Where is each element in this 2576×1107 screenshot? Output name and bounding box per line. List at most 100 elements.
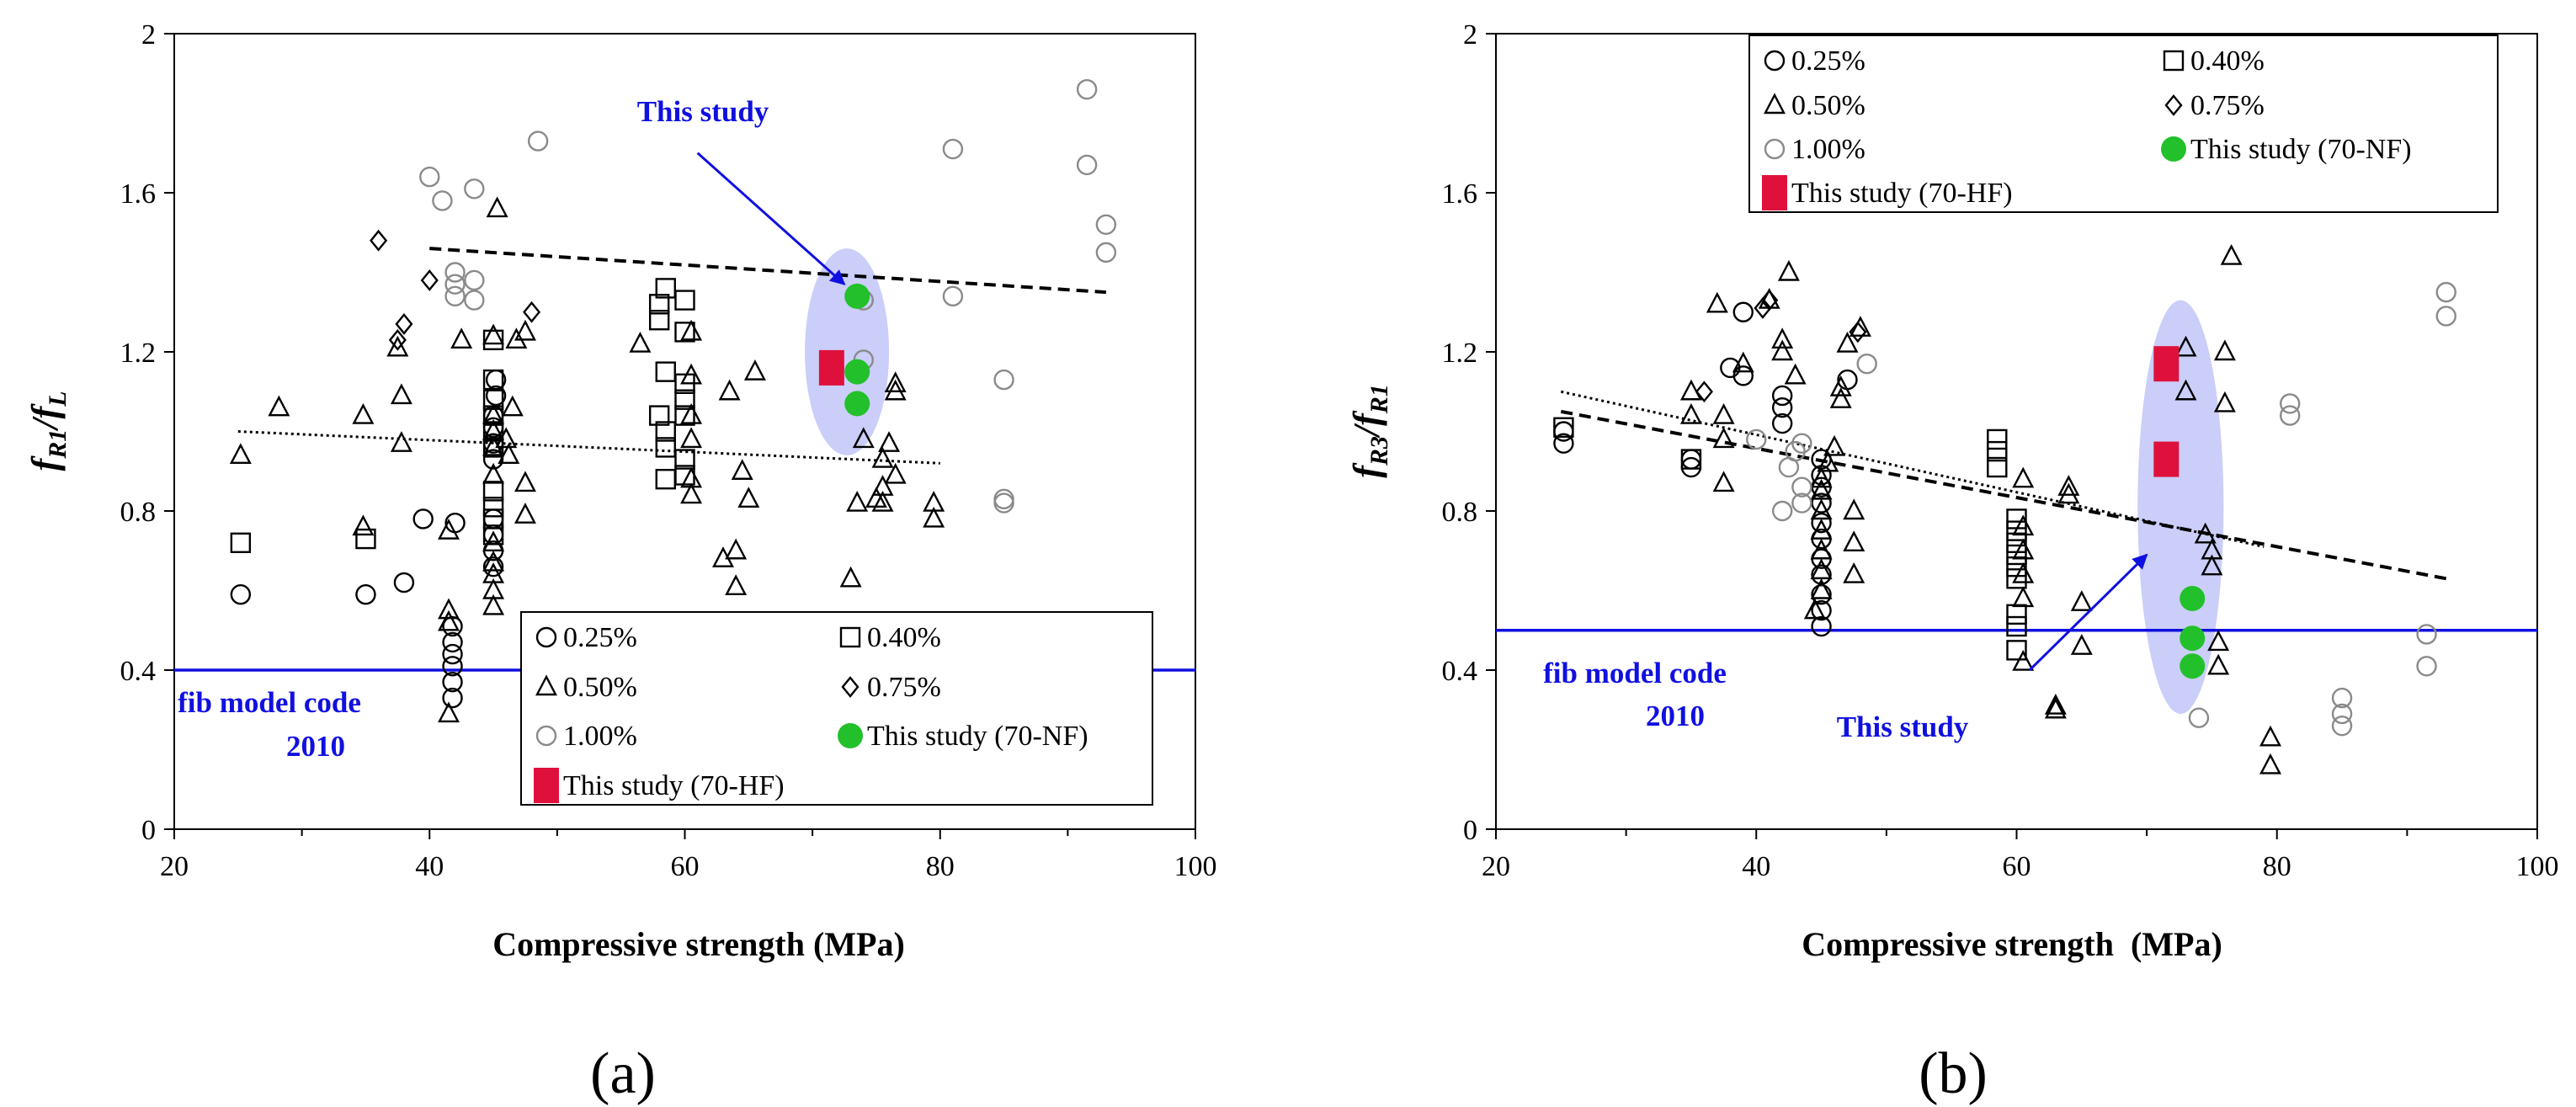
x-tick-label: 40 — [1742, 851, 1770, 882]
x-tick-label: 40 — [415, 851, 444, 882]
data-point-0-25 — [1553, 433, 1574, 454]
legend-label-this-study-70-nf: This study (70-NF) — [2190, 134, 2412, 165]
data-point-0-50 — [878, 431, 901, 452]
panel-a-label: (a) — [590, 1041, 656, 1106]
data-point-0-25 — [482, 449, 504, 470]
data-point-0-40 — [655, 278, 676, 299]
panel-b-ticks: 20 40 60 80 100 0 0.4 0.8 1.2 1.6 2 — [1442, 19, 2559, 882]
data-point-0-50 — [1712, 427, 1735, 449]
data-point-1-00 — [527, 130, 549, 152]
legend-marker-0-25 — [535, 626, 557, 648]
data-point-0-25 — [442, 643, 463, 665]
data-point-0-50 — [2259, 725, 2282, 747]
data-point-0-40 — [674, 405, 695, 426]
data-point-0-50 — [438, 519, 460, 540]
data-point-0-50 — [1732, 351, 1754, 373]
data-point-0-50 — [1843, 530, 1865, 551]
legend-label-0-50: 0.50% — [1791, 90, 1865, 121]
legend-label-0-25: 0.25% — [1791, 45, 1865, 77]
data-point-0-50 — [2070, 590, 2093, 611]
data-point-this-study-70-hf — [2153, 346, 2179, 382]
panel-b-legend: 0.25% 0.40% 0.50% 0.75% 1.00% This study (70-… — [1748, 35, 2499, 213]
y-tick-label: 1.2 — [120, 338, 157, 369]
data-point-this-study-70-nf — [844, 283, 870, 309]
data-point-1-00 — [1095, 242, 1117, 263]
data-point-1-00 — [2188, 707, 2210, 728]
this-study-arrow — [2028, 553, 2148, 672]
legend-label-0-75: 0.75% — [867, 672, 941, 703]
data-point-0-50 — [482, 462, 505, 484]
panel-a-highlight-layer — [805, 248, 890, 455]
panel-a-reference-label-line1: fib model code — [178, 686, 361, 719]
data-point-this-study-70-nf — [2179, 653, 2206, 679]
legend-marker-0-75 — [841, 676, 860, 698]
data-point-1-00 — [1746, 428, 1767, 450]
data-point-0-25 — [1811, 599, 1832, 621]
data-point-0-75 — [522, 301, 541, 323]
panel-a-annotation-text: This study — [637, 95, 769, 128]
x-tick-label: 60 — [671, 851, 700, 882]
data-point-0-50 — [2207, 653, 2230, 675]
data-point-1-00 — [444, 262, 466, 283]
panel-a-legend-frame — [520, 611, 1153, 806]
data-point-0-40 — [655, 361, 676, 382]
data-point-0-50 — [718, 379, 741, 401]
data-point-0-50 — [2213, 391, 2236, 412]
data-point-0-50 — [2259, 753, 2282, 774]
data-point-0-25 — [1771, 385, 1793, 407]
data-point-0-50 — [737, 487, 760, 508]
data-point-0-50 — [1817, 450, 1839, 472]
data-point-0-50 — [1829, 387, 1852, 408]
x-tick-label: 100 — [2516, 851, 2559, 882]
data-point-0-40 — [2006, 520, 2027, 541]
data-point-0-25 — [442, 687, 463, 709]
dotted-trendline — [237, 430, 940, 465]
y-tick-label: 2 — [1463, 19, 1477, 51]
data-point-0-50 — [923, 490, 945, 512]
data-point-0-50 — [482, 403, 505, 424]
data-point-0-50 — [1823, 434, 1846, 456]
data-point-0-40 — [482, 524, 504, 546]
data-point-0-50 — [1810, 558, 1833, 580]
data-point-0-40 — [482, 497, 504, 518]
data-point-0-25 — [230, 584, 252, 605]
data-point-0-50 — [352, 403, 375, 424]
panel-a-legend: 0.25% 0.40% 0.50% 0.75% 1.00% This study (70-… — [520, 611, 1153, 806]
data-point-0-40 — [482, 329, 504, 351]
data-point-0-50 — [514, 319, 536, 341]
data-point-this-study-70-hf — [818, 349, 844, 386]
data-point-0-25 — [412, 508, 434, 530]
data-point-0-40 — [674, 290, 695, 311]
panel-b-trendlines — [1560, 390, 2447, 581]
x-tick-label: 20 — [1482, 851, 1510, 882]
data-point-this-study-70-hf — [2153, 441, 2179, 477]
data-point-0-25 — [1771, 396, 1793, 418]
data-point-0-50 — [629, 331, 652, 353]
legend-label-0-25: 0.25% — [563, 622, 637, 653]
data-point-0-50 — [1679, 379, 1702, 401]
panel-a-chart: 20 40 60 80 100 0 0.4 0.8 1.2 1.6 2 This study fib… — [24, 19, 1217, 1106]
data-point-1-00 — [2435, 281, 2456, 303]
data-point-0-50 — [1712, 471, 1735, 492]
legend-label-this-study-70-nf: This study (70-NF) — [867, 721, 1088, 752]
data-point-0-50 — [1784, 363, 1807, 385]
y-tick-label: 0.8 — [1442, 497, 1478, 528]
data-point-0-50 — [2012, 466, 2035, 488]
data-point-0-40 — [648, 294, 670, 315]
data-point-1-00 — [464, 290, 485, 311]
panel-a-annotation-arrow — [696, 152, 846, 285]
data-point-0-40 — [1680, 449, 1702, 470]
data-point-0-50 — [1810, 577, 1833, 599]
data-point-0-50 — [846, 490, 869, 512]
data-point-1-00 — [2280, 405, 2301, 426]
data-point-0-75 — [1849, 321, 1867, 343]
legend-marker-1-00 — [1764, 138, 1786, 160]
y-tick-label: 0.8 — [120, 497, 157, 528]
legend-marker-this-study-70-nf — [2161, 136, 2186, 162]
data-point-0-25 — [1811, 512, 1832, 534]
data-point-0-75 — [1754, 297, 1772, 319]
data-point-0-50 — [2012, 586, 2035, 608]
data-point-0-50 — [1810, 478, 1833, 500]
legend-marker-1-00 — [535, 725, 557, 747]
data-point-0-50 — [390, 431, 412, 452]
